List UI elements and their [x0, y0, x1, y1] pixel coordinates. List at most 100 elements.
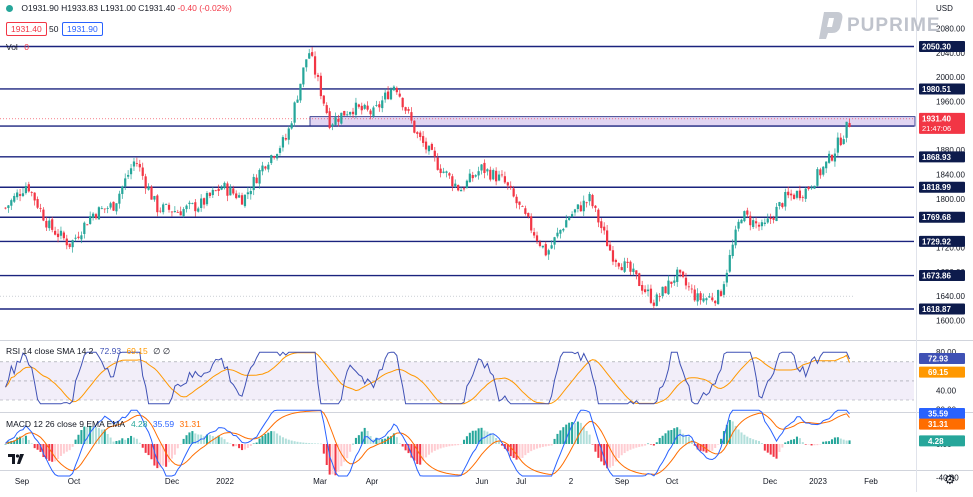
candle-body — [208, 192, 212, 196]
candle-body — [97, 207, 101, 220]
macd-histogram-bar — [679, 429, 682, 444]
level-price-tag — [919, 211, 965, 223]
candle-body — [287, 128, 290, 140]
candle-body — [124, 178, 127, 187]
candle-body — [94, 214, 98, 219]
candle-body — [775, 206, 778, 222]
macd-histogram-bar — [366, 430, 369, 444]
candle-body — [407, 109, 410, 111]
candle-body — [436, 157, 439, 170]
candle-body — [106, 208, 109, 209]
candle-body — [132, 161, 136, 167]
candle-body — [16, 192, 19, 198]
macd-histogram-bar — [687, 436, 690, 444]
candle-body — [766, 218, 769, 223]
candle-body — [223, 182, 226, 189]
macd-histogram-bar — [156, 444, 159, 469]
macd-histogram-bar — [27, 439, 30, 444]
candle-body — [30, 192, 33, 193]
candle-body — [264, 166, 267, 169]
macd-histogram-bar — [165, 444, 168, 467]
macd-histogram-bar — [389, 436, 393, 444]
candle-body — [372, 107, 375, 117]
time-tick-label: Dec — [165, 477, 179, 486]
rsi-sma-value: 69.15 — [126, 346, 148, 356]
ohlc-high: 1933.83 — [67, 3, 98, 13]
ohlc-close: 1931.40 — [144, 3, 176, 13]
candle-body — [182, 209, 185, 217]
macd-histogram-bar — [471, 430, 474, 444]
macd-histogram-bar — [352, 443, 355, 445]
candle-body — [763, 222, 766, 224]
macd-histogram-bar — [787, 441, 790, 444]
candle-body — [395, 87, 398, 93]
spread-value: 50 — [49, 24, 59, 34]
candle-body — [509, 185, 512, 188]
candle-body — [547, 250, 550, 255]
macd-histogram-bar — [492, 434, 495, 444]
macd-histogram-bar — [720, 438, 723, 444]
brand-logo-icon — [819, 12, 843, 39]
candle-body — [693, 289, 696, 301]
candle-body — [626, 261, 629, 263]
macd-histogram-bar — [562, 427, 565, 444]
candle-body — [62, 232, 65, 239]
candle-body — [822, 166, 825, 175]
settings-gear-icon[interactable]: ⚙ — [944, 472, 956, 487]
macd-histogram-bar — [830, 439, 834, 444]
macd-signal-tag — [919, 418, 965, 430]
countdown-label: 21:47:06 — [922, 124, 951, 133]
macd-histogram-bar — [655, 442, 658, 444]
macd-histogram-bar — [167, 444, 171, 463]
macd-histogram-bar — [278, 435, 282, 444]
macd-histogram-bar — [264, 434, 267, 444]
macd-histogram-bar — [553, 438, 556, 444]
volume-value: 0 — [24, 42, 29, 52]
macd-histogram-bar — [45, 444, 48, 460]
macd-histogram-bar — [495, 438, 498, 444]
candle-body — [746, 210, 749, 215]
level-price-label: 2050.30 — [922, 43, 951, 52]
macd-histogram-bar — [725, 424, 728, 444]
candle-body — [582, 200, 585, 212]
macd-histogram-bar — [24, 435, 27, 444]
candle-body — [226, 183, 229, 196]
price-tick-label: 1840.00 — [936, 170, 965, 179]
macd-histogram-bar — [810, 444, 813, 446]
macd-histogram-bar — [404, 444, 407, 451]
candle-body — [465, 180, 469, 188]
resistance-zone — [309, 116, 916, 127]
sell-price-button[interactable]: 1931.40 — [6, 22, 47, 36]
candle-body — [836, 137, 839, 153]
macd-histogram-bar — [585, 430, 588, 444]
candle-body — [129, 168, 133, 175]
candle-body — [743, 211, 746, 222]
macd-histogram-bar — [375, 437, 378, 444]
macd-histogram-bar — [737, 429, 740, 444]
macd-value-label: 35.59 — [928, 410, 949, 419]
macd-histogram-bar — [387, 436, 390, 444]
macd-histogram-bar — [460, 444, 463, 445]
macd-histogram-bar — [425, 444, 428, 458]
candle-body — [527, 212, 530, 217]
macd-histogram-bar — [755, 440, 758, 444]
time-tick-label: Sep — [15, 477, 30, 486]
candle-body — [468, 173, 471, 183]
level-price-label: 1618.87 — [922, 305, 951, 314]
macd-histogram-bar — [378, 439, 381, 444]
macd-histogram-bar — [740, 432, 743, 444]
macd-histogram-bar — [670, 429, 673, 444]
macd-histogram-bar — [506, 444, 509, 452]
macd-histogram-bar — [457, 444, 460, 446]
candle-body — [176, 212, 179, 213]
candle-body — [68, 243, 71, 247]
macd-histogram-bar — [644, 444, 647, 446]
level-price-tag — [919, 151, 965, 163]
candle-body — [59, 230, 63, 236]
macd-histogram-bar — [611, 444, 614, 466]
candle-body — [27, 184, 30, 192]
buy-price-button[interactable]: 1931.90 — [62, 22, 103, 36]
candle-body — [384, 92, 387, 100]
macd-histogram-bar — [30, 443, 33, 444]
